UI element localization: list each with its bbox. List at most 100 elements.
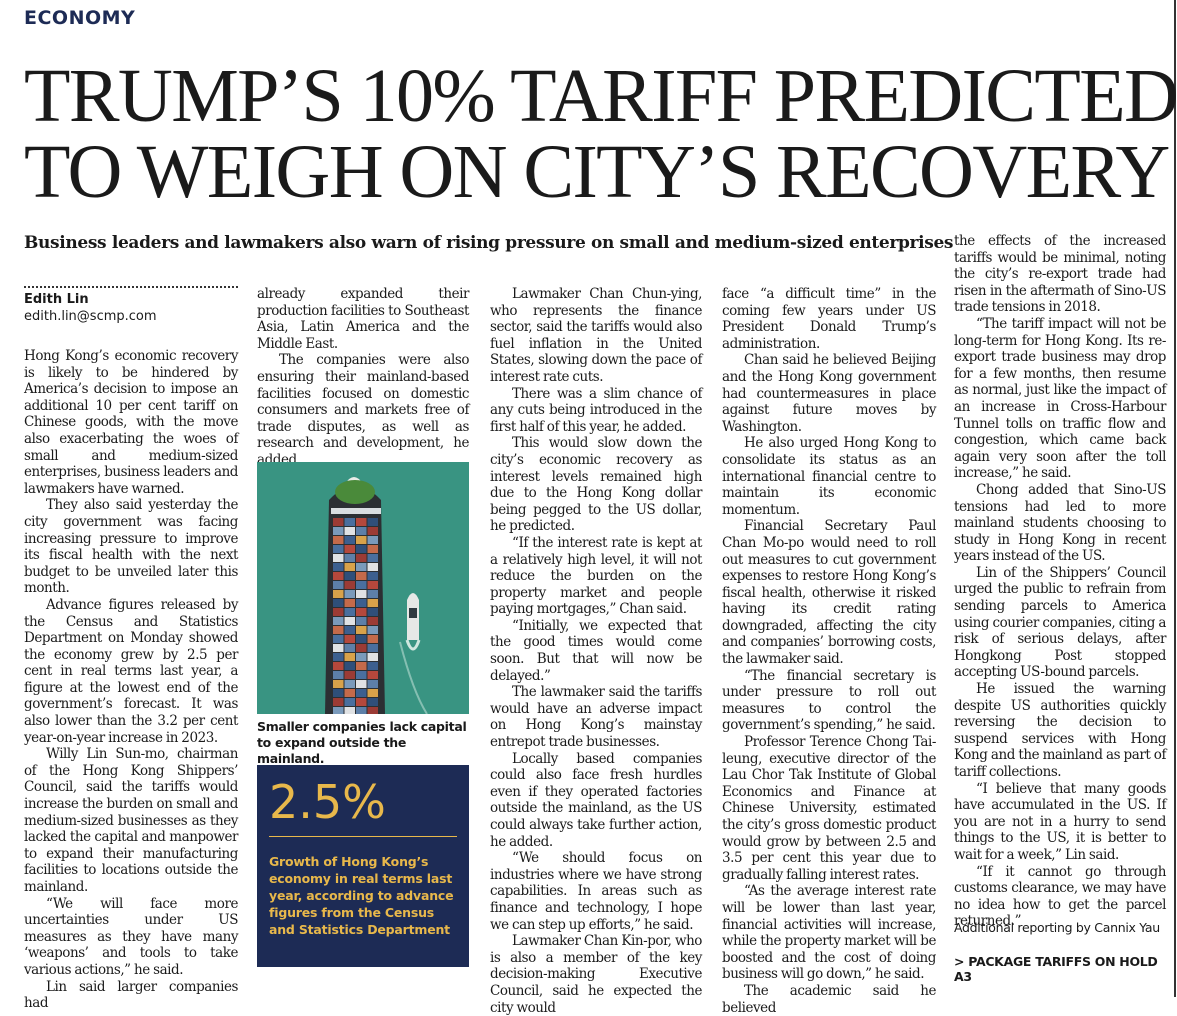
container-block [344, 617, 355, 625]
paragraph: The companies were also ensuring their m… [257, 352, 469, 468]
container-block [333, 698, 344, 706]
container-block [344, 671, 355, 679]
container-block [367, 689, 378, 697]
container-block [344, 689, 355, 697]
container-block [367, 671, 378, 679]
container-block [367, 608, 378, 616]
photo-caption: Smaller companies lack capital to expand… [257, 719, 467, 766]
paragraph: the effects of the increased tariffs wou… [954, 233, 1166, 316]
related-story-link[interactable]: > PACKAGE TARIFFS ON HOLD A3 [954, 954, 1158, 984]
fact-box: 2.5% Growth of Hong Kong’s economy in re… [257, 765, 469, 967]
container-block [333, 527, 344, 535]
container-block [333, 680, 344, 688]
container-block [356, 599, 367, 607]
container-block [333, 572, 344, 580]
container-block [344, 644, 355, 652]
container-block [367, 527, 378, 535]
paragraph: Advance figures released by the Census a… [24, 596, 238, 746]
headline-line-1: TRUMP’S 10% TARIFF PREDICTED [24, 54, 1177, 138]
container-block [356, 626, 367, 634]
article-column-1: Hong Kong’s economic recovery is likely … [24, 348, 238, 1012]
container-block [333, 689, 344, 697]
container-block [344, 563, 355, 571]
container-block [333, 644, 344, 652]
container-block [333, 662, 344, 670]
byline-divider [24, 286, 238, 288]
paragraph: Locally based companies could also face … [490, 750, 702, 850]
container-block [344, 518, 355, 526]
paragraph: This would slow down the city’s economic… [490, 435, 702, 535]
article-column-3: Lawmaker Chan Chun-ying, who represents … [490, 286, 702, 1016]
container-block [344, 527, 355, 535]
container-block [344, 590, 355, 598]
container-block [356, 590, 367, 598]
container-block [333, 518, 344, 526]
paragraph: “If the interest rate is kept at a relat… [490, 534, 702, 618]
paragraph: Lawmaker Chan Chun-ying, who represents … [490, 286, 702, 385]
paragraph: He also urged Hong Kong to consolidate i… [722, 435, 936, 518]
paragraph: The lawmaker said the tariffs would have… [490, 684, 702, 751]
author-name: Edith Lin [24, 292, 89, 307]
container-block [367, 626, 378, 634]
container-block [344, 635, 355, 643]
container-block [367, 590, 378, 598]
container-block [367, 653, 378, 661]
container-block [356, 671, 367, 679]
container-block [333, 545, 344, 553]
container-block [344, 626, 355, 634]
container-block [356, 518, 367, 526]
container-block [356, 527, 367, 535]
container-block [367, 518, 378, 526]
headline: TRUMP’S 10% TARIFF PREDICTED TO WEIGH ON… [24, 54, 1177, 210]
container-block [367, 707, 378, 714]
container-block [344, 662, 355, 670]
page-edge-rule [1174, 0, 1176, 997]
container-block [333, 626, 344, 634]
fact-figure: 2.5% [269, 775, 386, 829]
paragraph: Lawmaker Chan Kin-por, who is also a mem… [490, 933, 702, 1016]
container-block [367, 572, 378, 580]
container-block [344, 554, 355, 562]
section-label: ECONOMY [24, 7, 136, 29]
paragraph: Hong Kong’s economic recovery is likely … [24, 348, 238, 497]
container-block [367, 680, 378, 688]
paragraph: Financial Secretary Paul Chan Mo-po woul… [722, 518, 936, 668]
container-block [333, 599, 344, 607]
article-column-2: already expanded their production facili… [257, 286, 469, 469]
container-block [356, 572, 367, 580]
container-block [356, 617, 367, 625]
container-block [367, 536, 378, 544]
paragraph: Lin said larger companies had [24, 978, 238, 1012]
container-block [344, 572, 355, 580]
container-block [356, 563, 367, 571]
container-block [356, 545, 367, 553]
paragraph: He issued the warning despite US authori… [954, 681, 1166, 780]
paragraph: “We should focus on industries where we … [490, 850, 702, 933]
container-block [333, 635, 344, 643]
container-block [356, 680, 367, 688]
author-email[interactable]: edith.lin@scmp.com [24, 309, 157, 324]
container-block [344, 653, 355, 661]
container-block [367, 545, 378, 553]
container-block [333, 707, 344, 714]
container-block [356, 644, 367, 652]
paragraph: “The financial secretary is under pressu… [722, 667, 936, 734]
standfirst: Business leaders and lawmakers also warn… [24, 233, 954, 253]
article-column-4: face “a difficult time” in the coming fe… [722, 286, 936, 1016]
additional-reporting-credit: Additional reporting by Cannix Yau [954, 920, 1160, 935]
container-block [367, 554, 378, 562]
container-block [356, 707, 367, 714]
paragraph: They also said yesterday the city govern… [24, 497, 238, 597]
container-ship-photo [257, 462, 469, 714]
paragraph: Professor Terence Chong Tai-leung, execu… [722, 734, 936, 883]
container-block [367, 599, 378, 607]
container-block [333, 554, 344, 562]
container-block [367, 581, 378, 589]
container-block [344, 698, 355, 706]
container-ship-image [257, 462, 469, 714]
container-block [356, 608, 367, 616]
paragraph: Lin of the Shippers’ Council urged the p… [954, 564, 1166, 681]
paragraph: “As the average interest rate will be lo… [722, 883, 936, 983]
container-block [344, 581, 355, 589]
paragraph: “If it cannot go through customs clearan… [954, 863, 1166, 930]
